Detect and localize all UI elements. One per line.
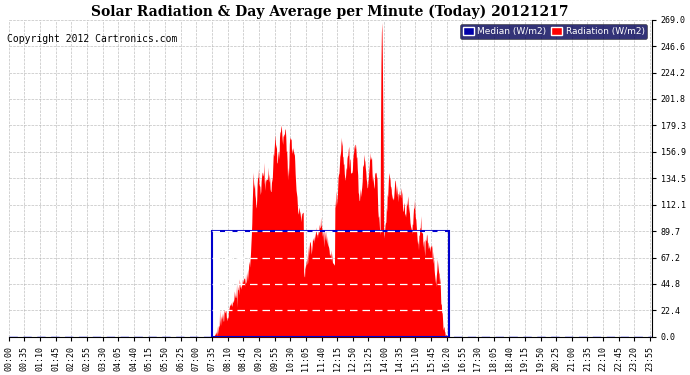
Legend: Median (W/m2), Radiation (W/m2): Median (W/m2), Radiation (W/m2) — [460, 24, 647, 39]
Text: Copyright 2012 Cartronics.com: Copyright 2012 Cartronics.com — [7, 34, 177, 44]
Title: Solar Radiation & Day Average per Minute (Today) 20121217: Solar Radiation & Day Average per Minute… — [92, 4, 569, 18]
Bar — [212, 231, 449, 337]
